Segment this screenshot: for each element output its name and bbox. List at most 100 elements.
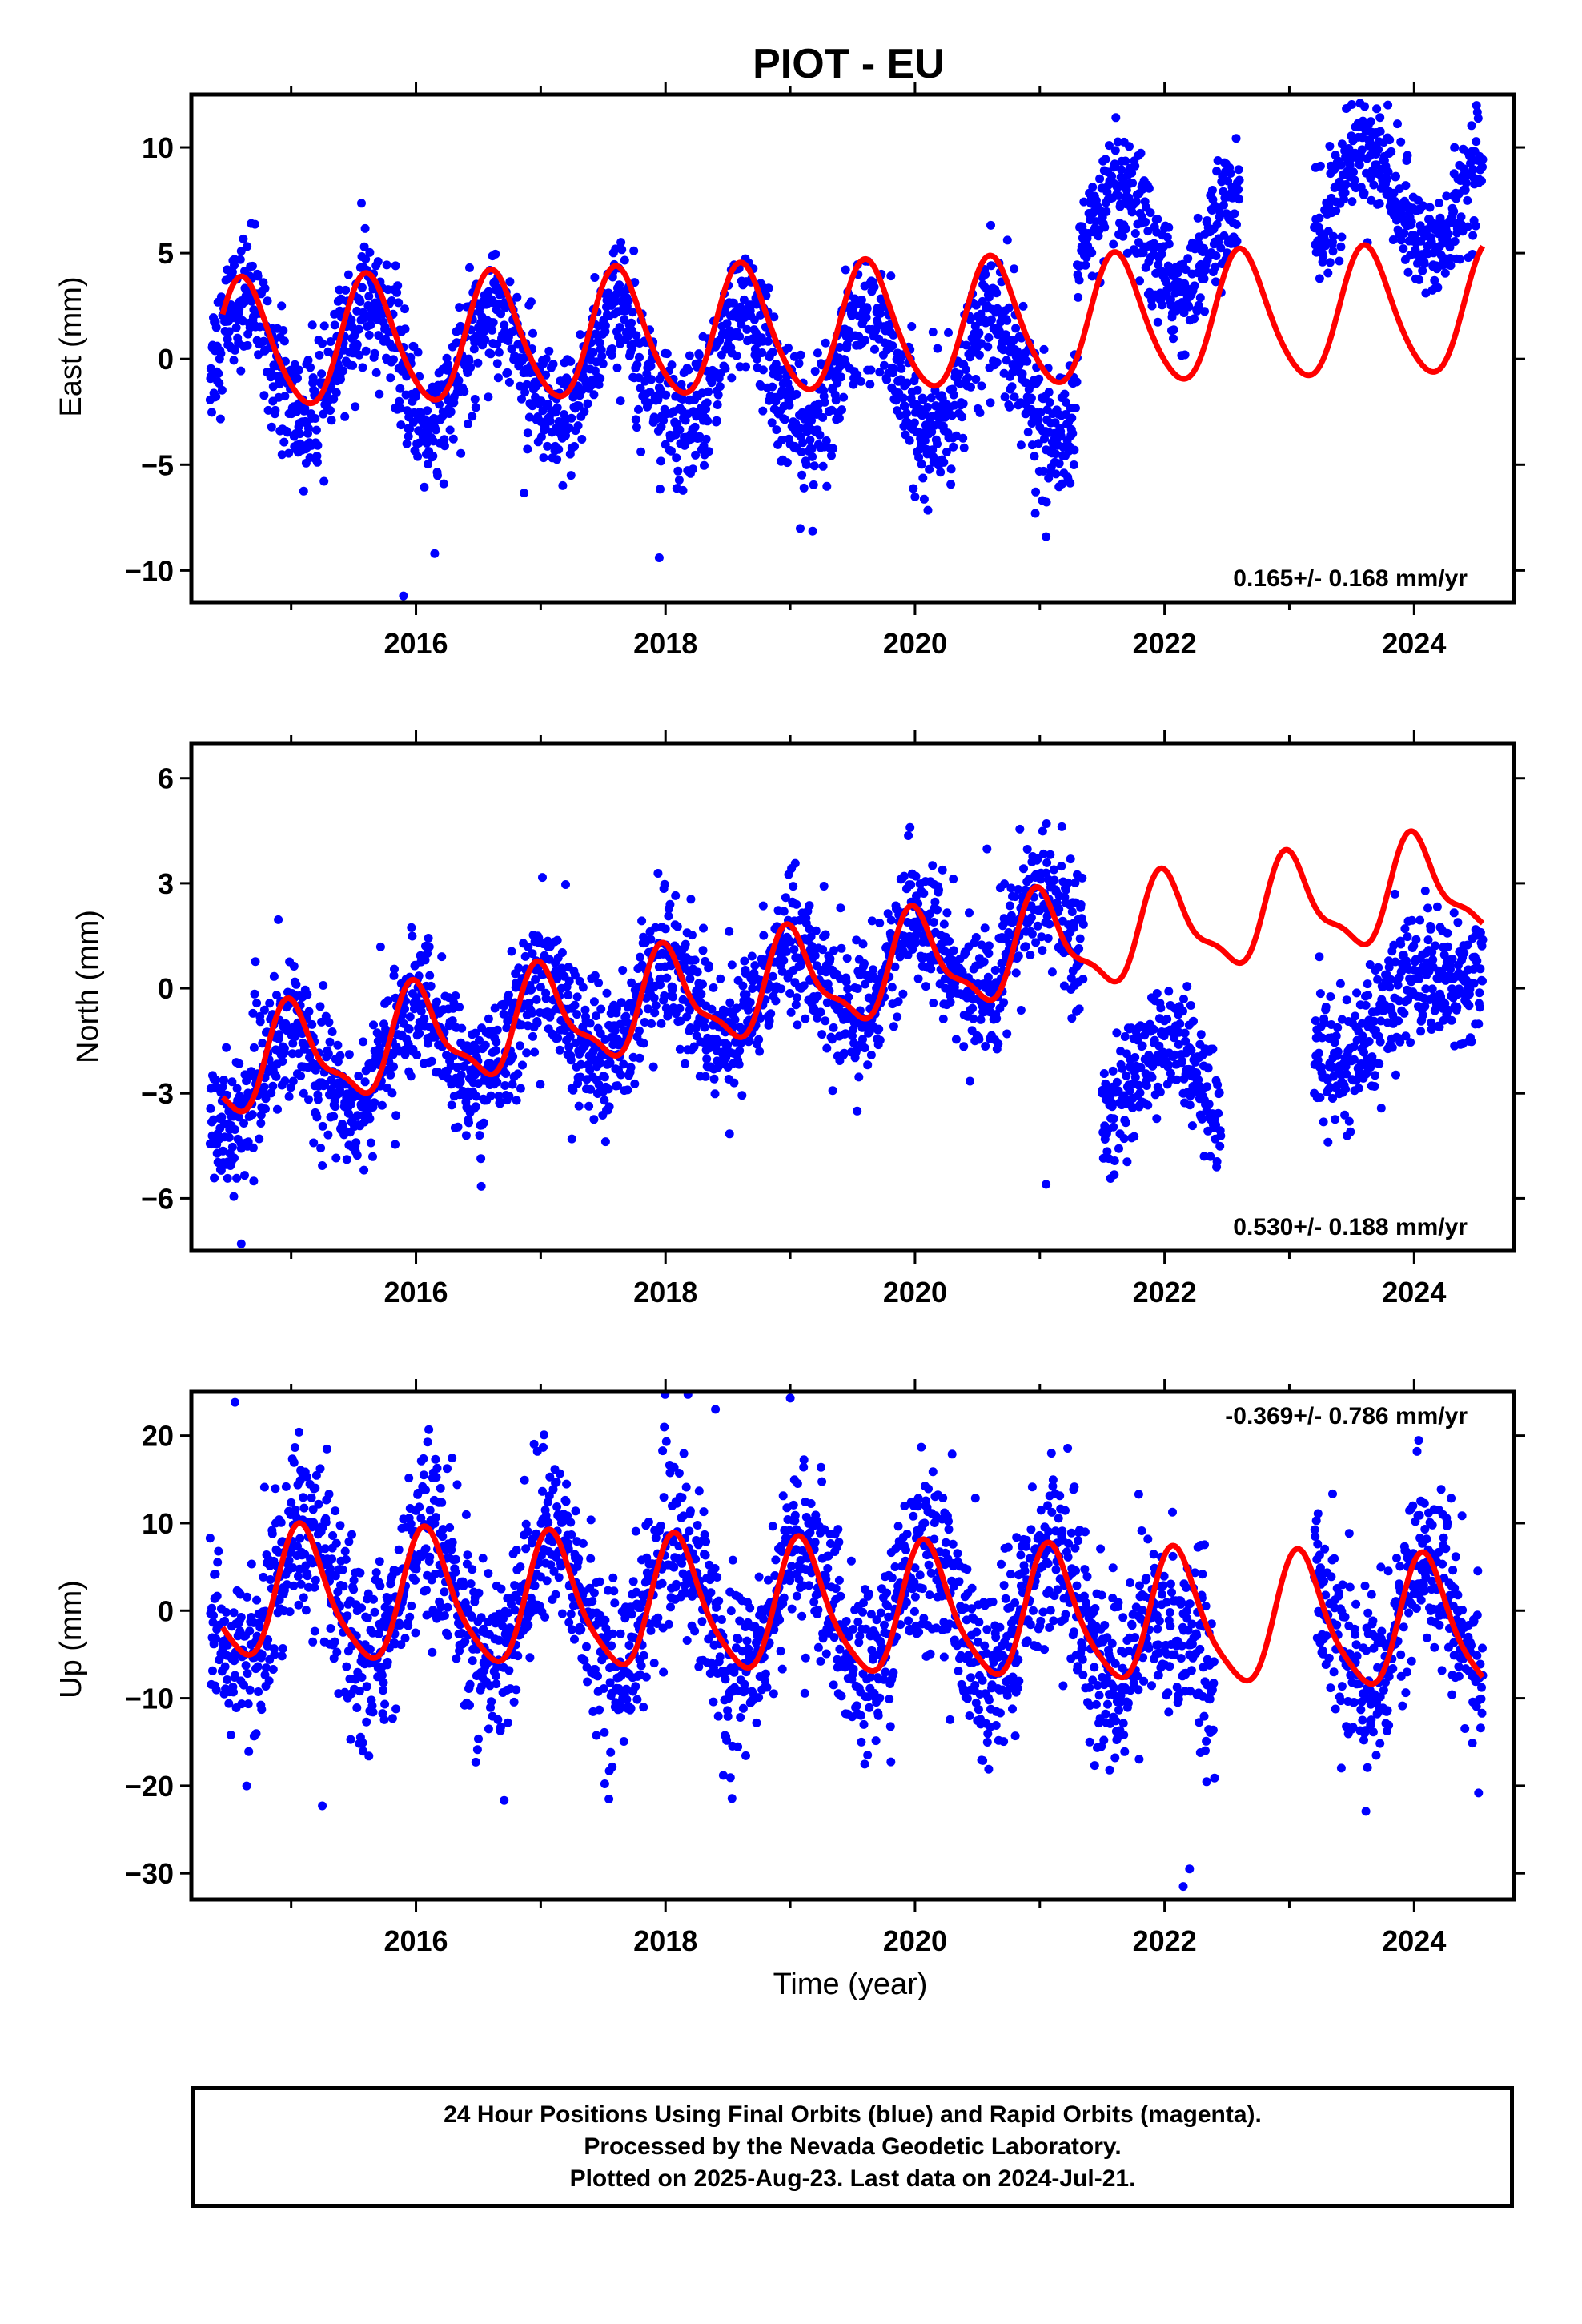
north-data-point [921, 982, 930, 991]
north-data-point [1042, 819, 1051, 828]
east-data-point [1095, 174, 1105, 183]
east-data-point [1157, 249, 1166, 259]
north-data-point [858, 939, 868, 949]
east-data-point [984, 333, 994, 342]
north-data-point [829, 1023, 838, 1032]
east-data-point [494, 348, 504, 357]
east-data-point [1212, 167, 1222, 176]
east-data-point [488, 325, 497, 335]
north-data-point [1109, 1114, 1118, 1124]
east-data-point [504, 377, 514, 387]
east-data-point [1141, 217, 1150, 227]
east-data-point [1337, 139, 1347, 149]
north-data-point [461, 1131, 471, 1140]
east-data-point [512, 292, 522, 302]
north-data-point [1076, 900, 1086, 909]
north-data-point [613, 1081, 622, 1091]
east-data-point [1060, 389, 1070, 399]
east-data-point [807, 416, 817, 425]
east-data-point [217, 385, 227, 395]
east-data-point [1321, 241, 1331, 251]
north-data-point [1130, 1072, 1140, 1082]
east-data-point [752, 300, 761, 309]
north-data-point [817, 1030, 827, 1039]
east-data-point [1430, 275, 1439, 285]
north-data-point [1416, 1027, 1426, 1036]
north-data-point [626, 1063, 636, 1072]
east-data-point [722, 319, 732, 328]
east-data-point [526, 297, 536, 307]
north-data-point [786, 937, 796, 947]
east-data-point [319, 321, 329, 331]
east-data-point [700, 460, 709, 470]
east-data-point [673, 466, 683, 476]
east-data-point [402, 372, 412, 381]
north-data-point [325, 1037, 335, 1047]
north-data-point [420, 1014, 429, 1023]
north-data-point [949, 946, 958, 955]
north-data-point [1062, 885, 1070, 895]
east-data-point [742, 324, 752, 334]
east-data-point [768, 382, 777, 392]
north-data-point [1400, 924, 1410, 934]
east-data-point [914, 452, 924, 462]
north-data-point [1403, 932, 1412, 942]
north-data-point [1038, 849, 1048, 858]
north-data-point [1387, 1043, 1397, 1052]
east-data-point [515, 381, 524, 391]
east-data-point [358, 283, 367, 292]
north-data-point [222, 1043, 231, 1052]
east-data-point [492, 359, 502, 368]
north-data-point [990, 966, 1000, 975]
east-data-point [1387, 147, 1396, 156]
east-data-point [393, 281, 403, 291]
north-data-point [926, 964, 936, 974]
east-data-point [365, 247, 375, 257]
east-data-point [1230, 209, 1239, 219]
east-data-point [701, 434, 711, 444]
east-data-point [627, 318, 636, 328]
east-data-point [685, 351, 694, 360]
north-data-point [1197, 1114, 1207, 1124]
east-data-point [1433, 283, 1443, 292]
east-data-point [1419, 201, 1428, 211]
north-data-point [889, 1022, 898, 1031]
north-data-point [288, 1039, 298, 1048]
north-data-point [333, 1040, 343, 1050]
north-data-point [810, 951, 820, 960]
east-data-point [600, 321, 610, 330]
north-data-point [383, 996, 393, 1006]
east-data-point [214, 368, 223, 378]
north-data-point [515, 1041, 524, 1051]
north-data-point [965, 908, 974, 918]
east-y-tick-label: −10 [125, 554, 174, 587]
north-data-point [344, 1050, 354, 1059]
north-data-point [527, 985, 536, 995]
east-data-point [1456, 255, 1464, 264]
north-data-point [1122, 1157, 1132, 1167]
east-data-point [413, 348, 423, 357]
east-data-point [1146, 208, 1155, 218]
north-data-point [513, 1069, 523, 1079]
north-data-point [1423, 903, 1432, 913]
east-data-point [1472, 137, 1481, 147]
east-data-point [933, 439, 942, 448]
east-data-point [243, 242, 252, 251]
east-data-point [831, 396, 841, 405]
north-data-point [501, 1069, 511, 1078]
north-data-point [1391, 1070, 1400, 1080]
north-data-point [271, 1072, 281, 1081]
east-data-point [277, 450, 287, 460]
north-data-point [1427, 984, 1437, 994]
north-data-point [416, 1007, 426, 1016]
east-data-point [1121, 224, 1130, 234]
north-data-point [867, 916, 877, 926]
east-data-point [1039, 344, 1049, 354]
north-data-point [781, 947, 791, 956]
north-data-point [564, 976, 574, 986]
north-data-point [1006, 883, 1016, 893]
east-data-point [311, 425, 321, 435]
east-data-point [570, 442, 579, 451]
north-data-point [1395, 1037, 1405, 1047]
north-data-point [288, 1076, 298, 1086]
